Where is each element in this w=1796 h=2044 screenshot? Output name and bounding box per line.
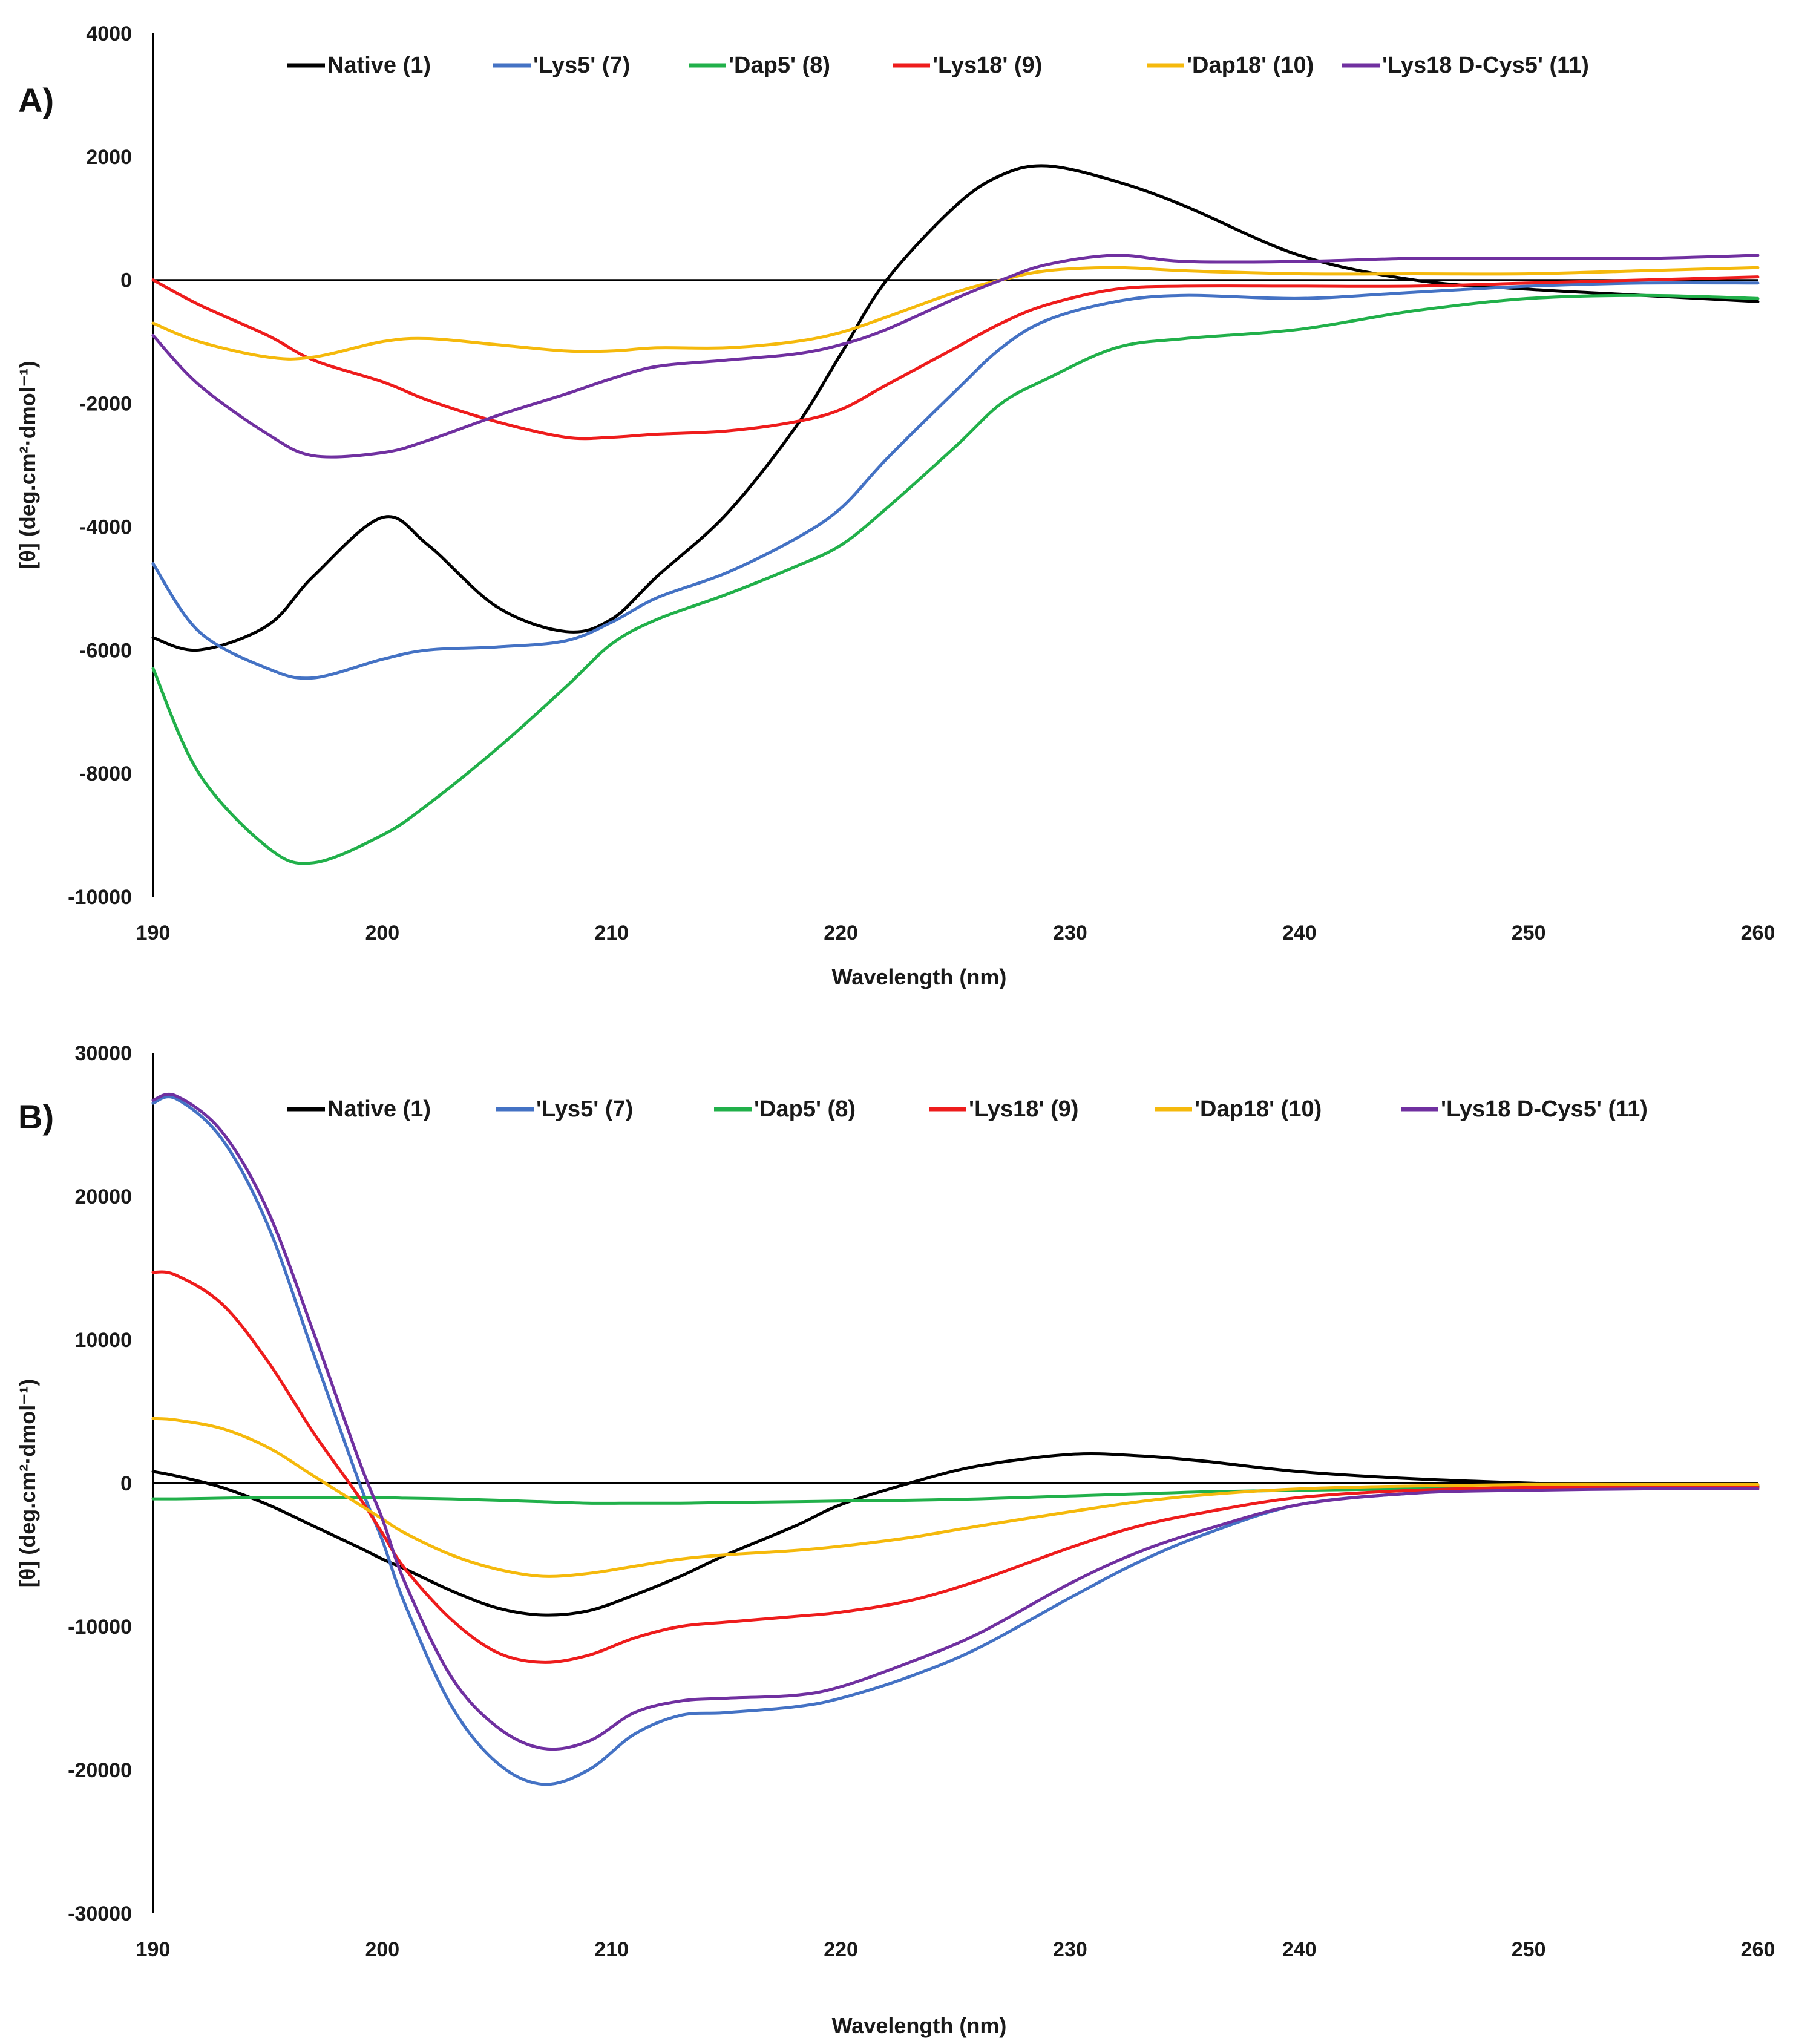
- y-tick-label: -10000: [68, 886, 132, 909]
- y-tick-label: -20000: [68, 1759, 132, 1782]
- legend-entry-1: Native (1): [327, 53, 431, 78]
- y-tick-label: 4000: [86, 22, 132, 45]
- y-tick-label: 0: [120, 1472, 132, 1495]
- y-axis-label: [θ] (deg.cm²·dmol⁻¹): [15, 361, 40, 569]
- x-tick-label: 260: [1741, 922, 1775, 945]
- y-tick-label: -30000: [68, 1902, 132, 1925]
- x-tick-label: 220: [824, 922, 858, 945]
- series-line-6: [151, 254, 1760, 459]
- series-line-4: [151, 1270, 1760, 1664]
- legend-entry-5: 'Dap18' (10): [1195, 1096, 1322, 1122]
- series-line-5: [151, 266, 1760, 361]
- legend-entry-4: 'Lys18' (9): [969, 1096, 1078, 1122]
- x-tick-label: 210: [594, 1938, 629, 1961]
- x-axis-label: Wavelength (nm): [832, 965, 1007, 989]
- y-tick-label: -2000: [79, 393, 132, 416]
- x-tick-label: 240: [1282, 922, 1317, 945]
- x-axis-label: Wavelength (nm): [832, 2013, 1007, 2038]
- x-tick-label: 220: [824, 1938, 858, 1961]
- legend-entry-2: 'Lys5' (7): [536, 1096, 633, 1122]
- series-line-2: [151, 281, 1760, 680]
- series-line-1: [151, 1452, 1760, 1617]
- x-tick-label: 190: [136, 922, 171, 945]
- panel-label: A): [18, 81, 54, 119]
- series-line-6: [151, 1092, 1760, 1751]
- y-tick-label: -4000: [79, 516, 132, 539]
- x-tick-label: 210: [594, 922, 629, 945]
- x-tick-label: 200: [365, 922, 399, 945]
- y-tick-label: 20000: [74, 1185, 132, 1208]
- series-line-5: [151, 1417, 1760, 1578]
- legend-entry-4: 'Lys18' (9): [932, 53, 1042, 78]
- x-tick-label: 230: [1053, 922, 1087, 945]
- legend-entry-6: 'Lys18 D-Cys5' (11): [1382, 53, 1589, 78]
- x-tick-label: 230: [1053, 1938, 1087, 1961]
- y-tick-label: 2000: [86, 146, 132, 169]
- panel-a: A) 4000 2000 0 -2000 -4000 -6000 -8000 -10000190…: [15, 22, 1775, 989]
- series-line-4: [151, 275, 1760, 441]
- y-tick-label: -8000: [79, 762, 132, 785]
- y-axis-label: [θ] (deg.cm²·dmol⁻¹): [15, 1379, 40, 1587]
- legend-entry-6: 'Lys18 D-Cys5' (11): [1441, 1096, 1648, 1122]
- x-tick-label: 190: [136, 1938, 171, 1961]
- legend-entry-2: 'Lys5' (7): [533, 53, 630, 78]
- x-tick-label: 240: [1282, 1938, 1317, 1961]
- series-line-2: [151, 1095, 1760, 1786]
- y-tick-label: -10000: [68, 1616, 132, 1639]
- x-tick-label: 250: [1512, 1938, 1546, 1961]
- series-line-3: [151, 293, 1760, 865]
- panel-label: B): [18, 1098, 54, 1136]
- legend-entry-5: 'Dap18' (10): [1187, 53, 1314, 78]
- y-tick-label: -6000: [79, 639, 132, 662]
- x-tick-label: 260: [1741, 1938, 1775, 1961]
- legend-entry-3: 'Dap5' (8): [729, 53, 830, 78]
- legend-entry-1: Native (1): [327, 1096, 431, 1122]
- y-tick-label: 30000: [74, 1042, 132, 1065]
- x-tick-label: 250: [1512, 922, 1546, 945]
- y-tick-label: 0: [120, 269, 132, 292]
- series-line-1: [151, 164, 1760, 652]
- x-tick-label: 200: [365, 1938, 399, 1961]
- legend-entry-3: 'Dap5' (8): [754, 1096, 856, 1122]
- y-tick-label: 10000: [74, 1329, 132, 1352]
